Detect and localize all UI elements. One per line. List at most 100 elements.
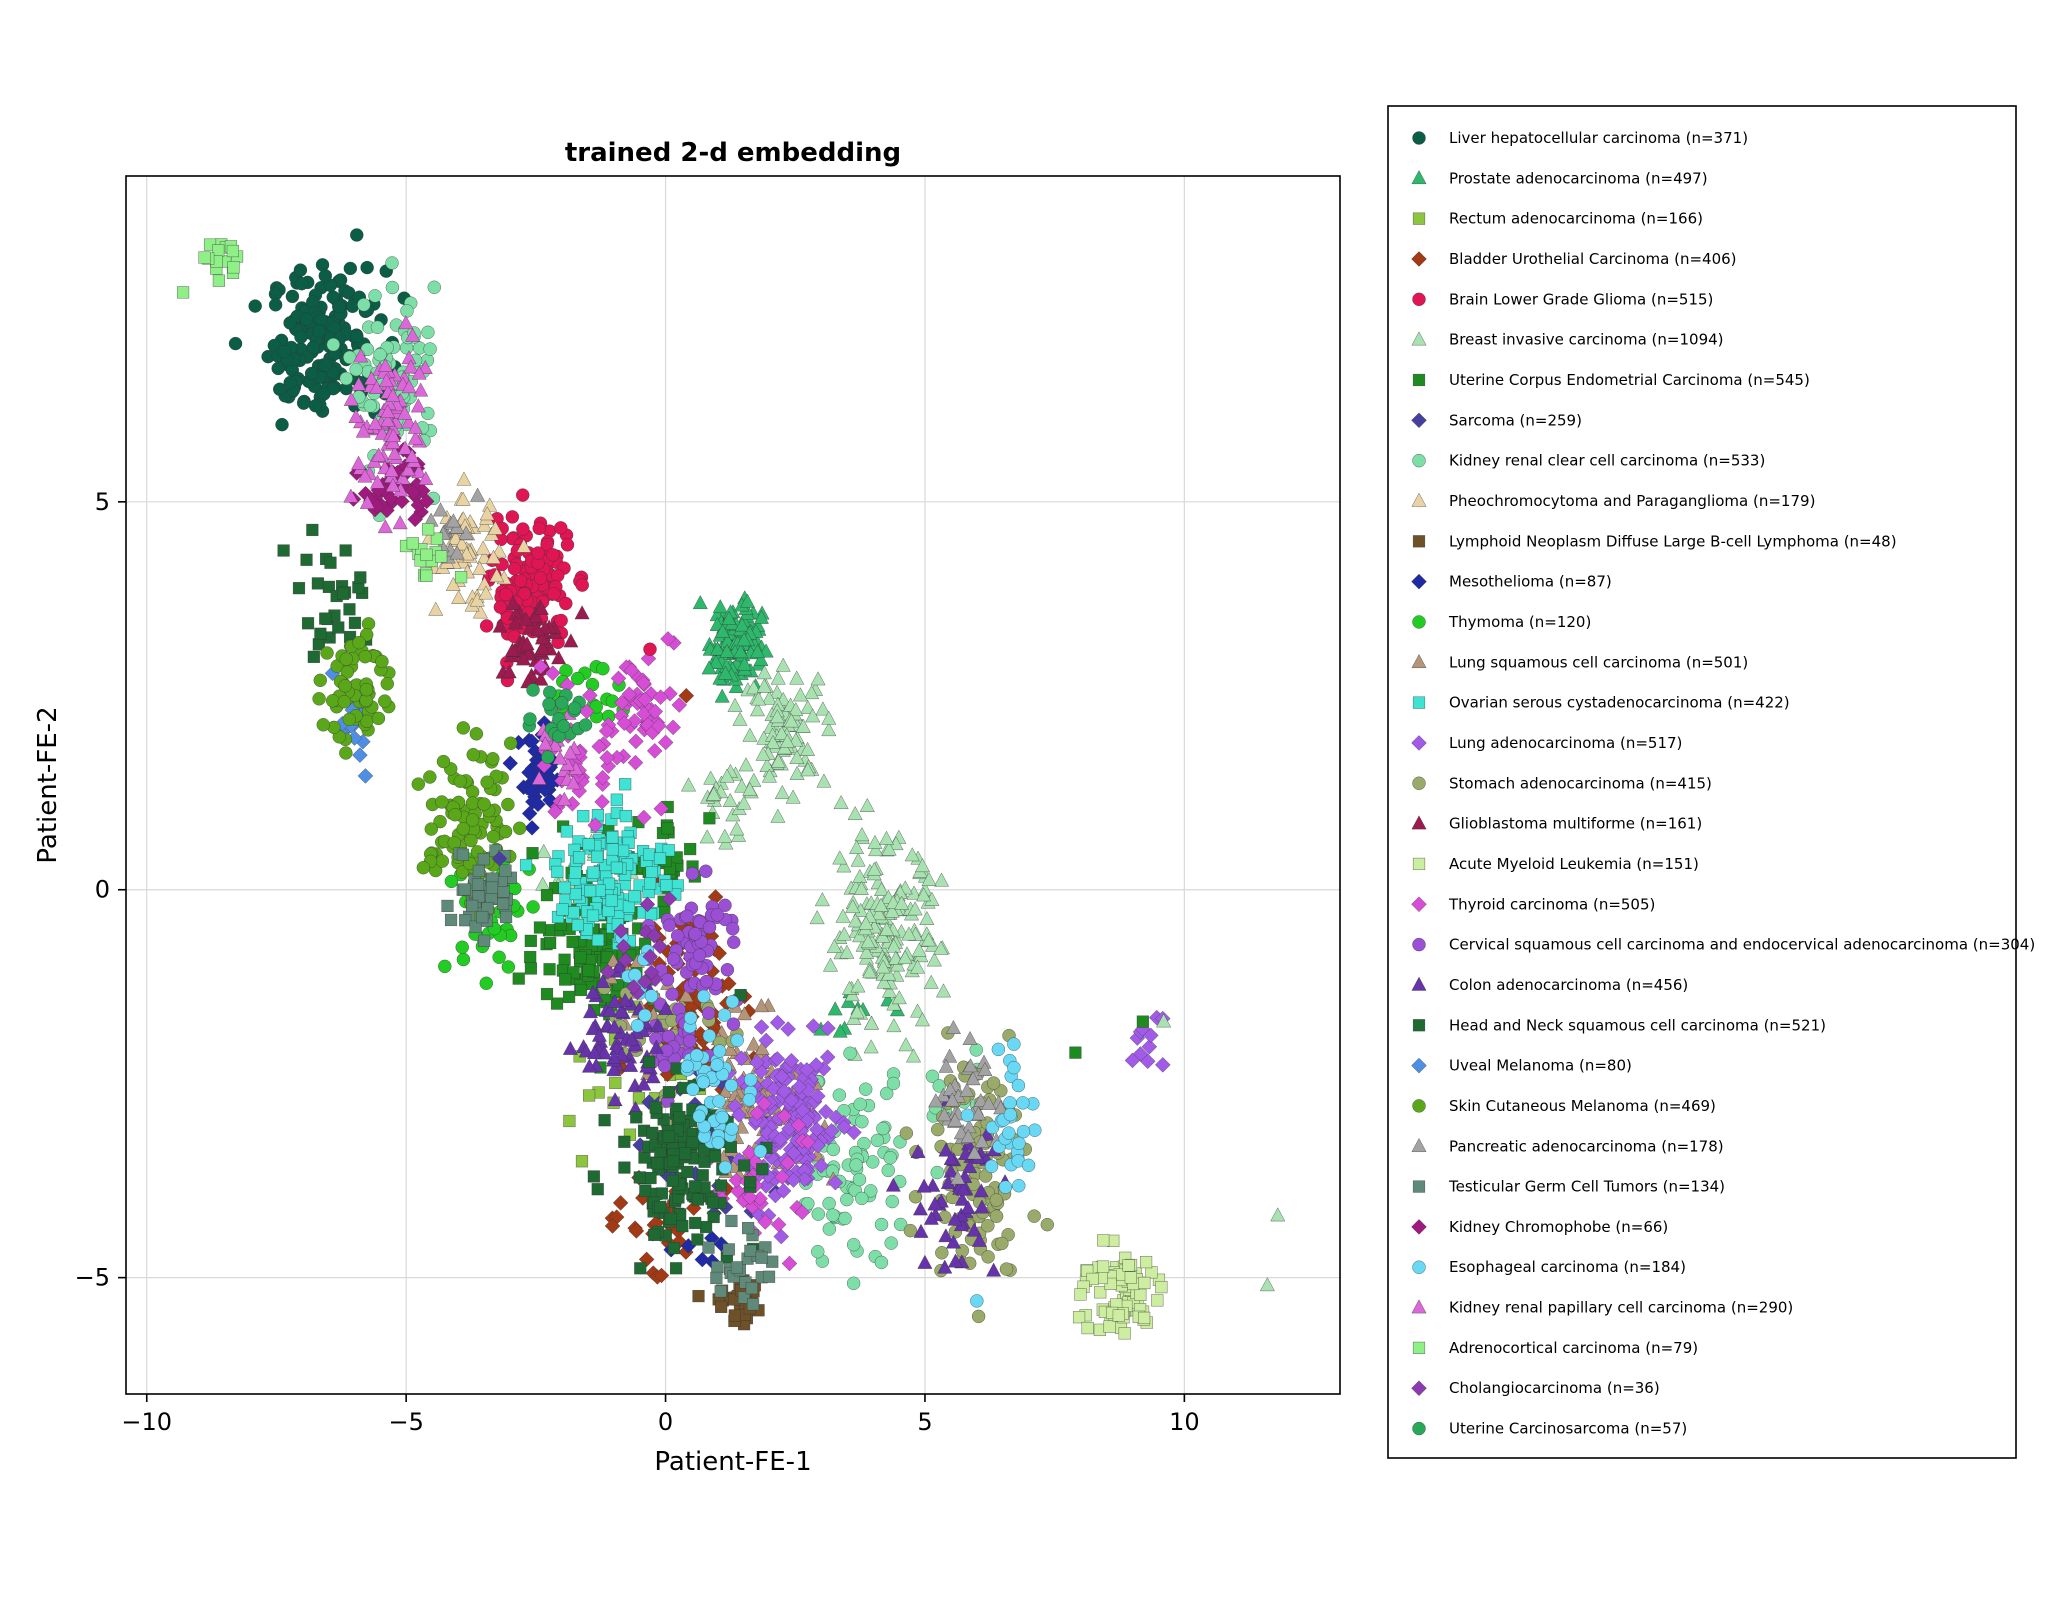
point-lymphoid-neoplasm-diffuse-large-b-cell-lymphoma [728,1309,741,1322]
point-ovarian-serous-cystadenocarcinoma [653,852,667,865]
point-breast-invasive-carcinoma [852,868,868,883]
point-rectum-adenocarcinoma [563,1114,576,1128]
point-acute-myeloid-leukemia [1072,1311,1086,1324]
point-kidney-renal-papillary-cell-carcinoma [355,423,371,438]
point-breast-invasive-carcinoma [761,768,778,783]
point-thyroid-carcinoma [623,662,640,679]
point-pancreatic-adenocarcinoma [962,1030,978,1046]
point-lung-adenocarcinoma [759,1076,776,1092]
point-skin-cutaneous-melanoma [339,652,353,666]
point-kidney-renal-papillary-cell-carcinoma [392,515,408,530]
point-mesothelioma [530,796,546,813]
legend-marker [1411,1057,1427,1074]
point-cholangiocarcinoma [617,952,634,968]
point-head-and-neck-squamous-cell-carcinoma [734,988,747,1002]
point-lung-squamous-cell-carcinoma [678,987,694,1003]
point-colon-adenocarcinoma [966,1222,982,1237]
point-pheochromocytoma-and-paraganglioma [485,549,502,564]
point-breast-invasive-carcinoma [800,762,816,777]
point-lung-adenocarcinoma [773,1068,790,1085]
point-lung-adenocarcinoma [1141,1038,1158,1055]
point-breast-invasive-carcinoma [785,789,801,804]
point-uterine-corpus-endometrial-carcinoma [566,935,579,949]
point-head-and-neck-squamous-cell-carcinoma [681,1165,694,1179]
legend-marker [1412,1099,1426,1113]
point-breast-invasive-carcinoma [1156,1013,1172,1028]
point-ovarian-serous-cystadenocarcinoma [602,904,615,917]
point-kidney-renal-clear-cell-carcinoma [879,1086,894,1101]
point-thyroid-carcinoma [657,734,674,751]
point-skin-cutaneous-melanoma [480,775,494,789]
point-brain-lower-grade-glioma [515,488,530,502]
point-uterine-carcinosarcoma [526,683,540,697]
point-esophageal-carcinoma [1012,1178,1026,1193]
legend-marker [1411,653,1427,669]
point-breast-invasive-carcinoma [722,792,738,807]
point-head-and-neck-squamous-cell-carcinoma [686,1135,699,1149]
point-mesothelioma [536,781,553,798]
point-colon-adenocarcinoma [916,1178,932,1193]
point-adrenocortical-carcinoma [226,244,239,258]
point-skin-cutaneous-melanoma [342,712,357,727]
point-breast-invasive-carcinoma [879,921,895,936]
point-uterine-carcinosarcoma [555,696,569,710]
point-head-and-neck-squamous-cell-carcinoma [332,621,345,634]
point-lung-adenocarcinoma [808,1057,824,1073]
point-esophageal-carcinoma [715,1110,729,1125]
point-colon-adenocarcinoma [986,1262,1002,1277]
point-kidney-renal-papillary-cell-carcinoma [407,430,424,445]
point-pancreatic-adenocarcinoma [973,1092,989,1108]
point-breast-invasive-carcinoma [836,926,852,941]
point-bladder-urothelial-carcinoma [612,1195,629,1211]
point-esophageal-carcinoma [712,1044,727,1058]
point-breast-invasive-carcinoma [933,872,950,887]
point-pheochromocytoma-and-paraganglioma [478,585,494,600]
point-ovarian-serous-cystadenocarcinoma [619,778,632,791]
point-acute-myeloid-leukemia [1145,1266,1158,1279]
point-colon-adenocarcinoma [562,1040,578,1055]
point-breast-invasive-carcinoma [862,964,878,979]
point-breast-invasive-carcinoma [836,858,852,873]
point-esophageal-carcinoma [696,1075,711,1089]
point-breast-invasive-carcinoma [867,834,883,849]
point-kidney-renal-papillary-cell-carcinoma [547,737,563,752]
point-uterine-corpus-endometrial-carcinoma [567,966,580,979]
point-breast-invasive-carcinoma [909,1003,926,1018]
point-kidney-renal-clear-cell-carcinoma [932,1079,946,1093]
point-colon-adenocarcinoma [960,1199,976,1215]
point-thymoma [444,874,459,889]
point-cervical-squamous-cell-carcinoma-and-endocervical-adenocarcinoma [710,908,725,922]
point-lung-squamous-cell-carcinoma [736,1006,753,1021]
point-lung-squamous-cell-carcinoma [605,953,621,968]
point-uterine-corpus-endometrial-carcinoma [1069,1046,1082,1059]
point-glioblastoma-multiforme [528,608,544,623]
point-cervical-squamous-cell-carcinoma-and-endocervical-adenocarcinoma [699,974,714,989]
legend-label: Uveal Melanoma (n=80) [1449,1057,1632,1075]
legend-marker [1412,535,1426,548]
point-stomach-adenocarcinoma [1040,1217,1055,1232]
point-breast-invasive-carcinoma [734,778,750,793]
legend-label: Lung adenocarcinoma (n=517) [1449,734,1682,752]
point-thyroid-carcinoma [616,715,633,732]
legend-label: Mesothelioma (n=87) [1449,573,1612,591]
point-cervical-squamous-cell-carcinoma-and-endocervical-adenocarcinoma [680,909,694,924]
point-lung-adenocarcinoma [749,1054,765,1071]
point-kidney-renal-clear-cell-carcinoma [855,1114,869,1129]
point-kidney-renal-papillary-cell-carcinoma [531,770,547,785]
point-head-and-neck-squamous-cell-carcinoma [618,1161,631,1174]
point-breast-invasive-carcinoma [921,871,937,887]
legend-marker [1412,857,1426,871]
point-kidney-renal-papillary-cell-carcinoma [404,448,420,463]
point-skin-cutaneous-melanoma [464,833,478,848]
point-breast-invasive-carcinoma [800,741,816,756]
point-head-and-neck-squamous-cell-carcinoma [738,1159,751,1172]
point-kidney-renal-papillary-cell-carcinoma [401,379,417,394]
point-kidney-renal-papillary-cell-carcinoma [552,750,568,765]
point-esophageal-carcinoma [1007,1037,1021,1051]
point-breast-invasive-carcinoma [749,702,766,717]
point-stomach-adenocarcinoma [989,1193,1004,1207]
legend-label: Liver hepatocellular carcinoma (n=371) [1449,129,1748,147]
point-stomach-adenocarcinoma [903,1223,918,1238]
point-breast-invasive-carcinoma [1270,1207,1286,1222]
legend-marker [1411,1137,1427,1153]
